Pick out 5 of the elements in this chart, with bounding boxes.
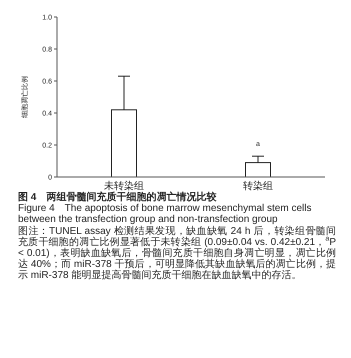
x-tick-label: 转染组 [243, 180, 273, 192]
x-tick-label: 未转染组 [104, 180, 144, 192]
text: 图注：TUNEL assay 检测结果发现，缺血缺氧 24 h 后，转染组骨髓间充质干细胞的凋亡比例显著低于未转染组 (0.09±0.04 vs. 0.42±0.21，$^{a}$P < 0.01)，表明缺血缺氧后，骨髓间充质干细胞自身凋亡明显，凋亡比例达 40%；而 miR-378 干预后，可明显降低其缺血缺氧后的凋亡比例，提示 miR-378 能明显提高骨髓间充质干细胞在缺血缺氧中的存活。 [18, 226, 336, 282]
text: Figure 4 The apoptosis of bone marrow mesenchymal stem cells between the transfection group and non-transfection group [18, 203, 312, 226]
text: 图 4 两组骨髓间充质干细胞的凋亡情况比较 [18, 192, 218, 204]
